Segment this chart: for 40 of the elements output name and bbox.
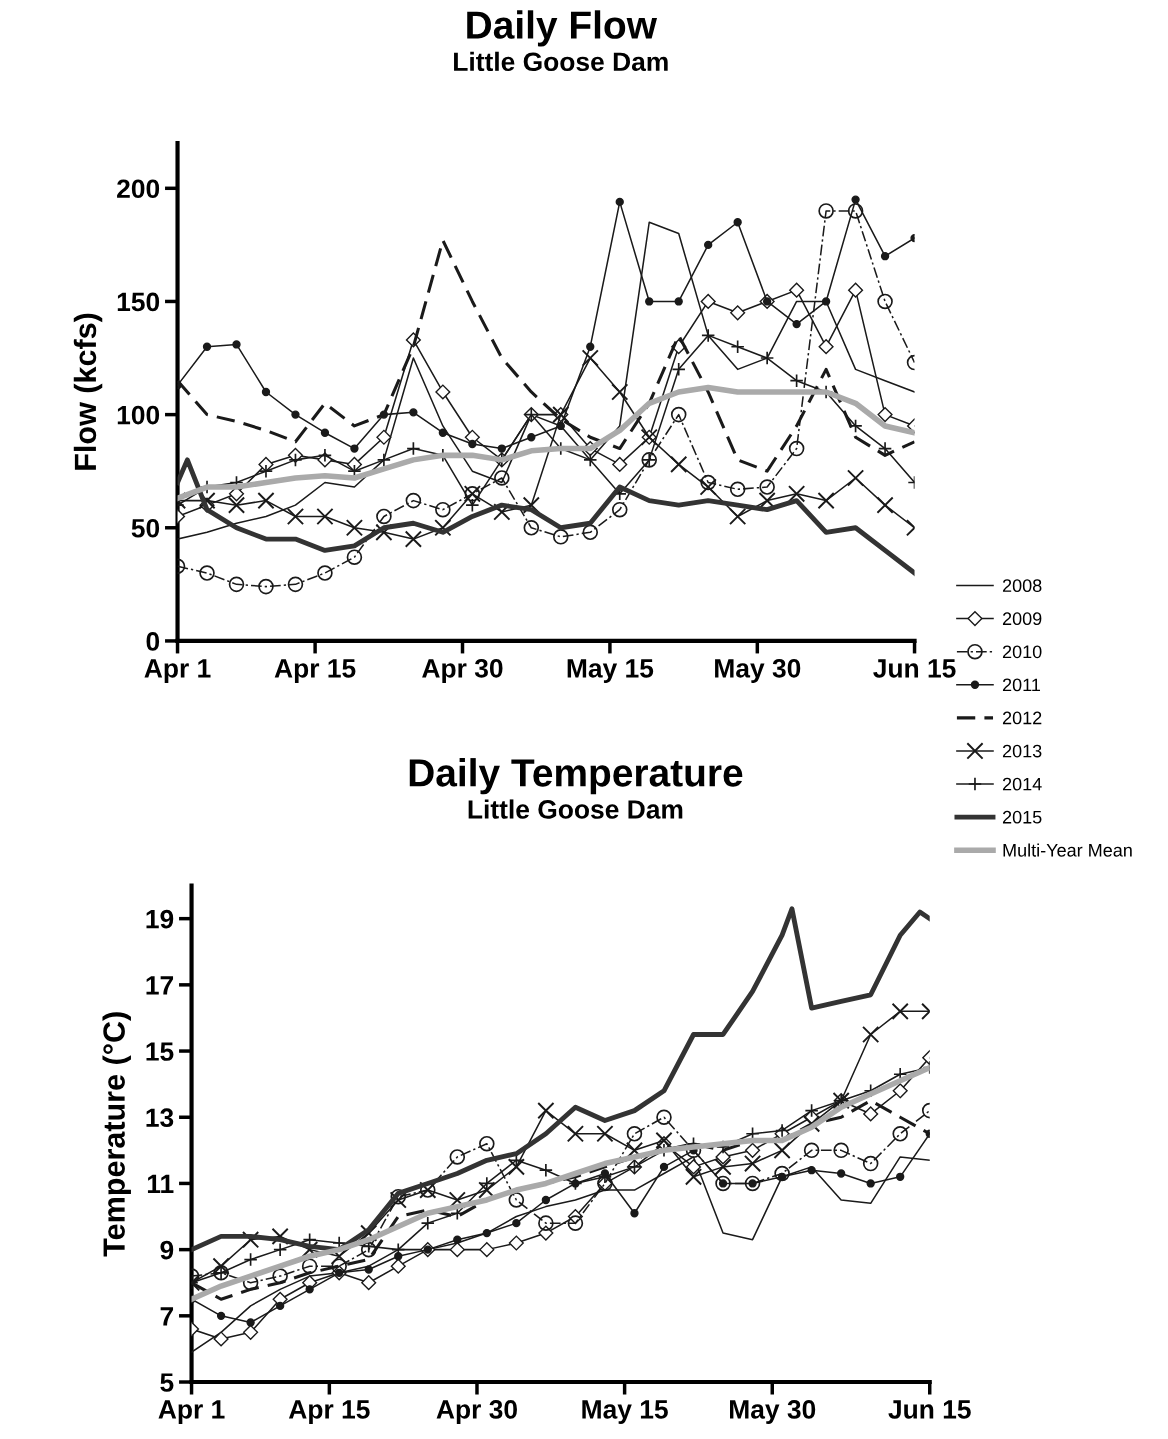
y-tick-label: 11: [147, 1174, 174, 1193]
x-tick-label: Jun 15: [873, 659, 956, 678]
chart-title: Daily Flow: [467, 10, 658, 47]
y-tick-label: 100: [117, 405, 160, 425]
x-tick-label: May 15: [567, 659, 654, 683]
y-axis-title: Temperature (°C): [102, 1012, 131, 1257]
legend-label: 2014: [1002, 777, 1042, 791]
x-tick-label: May 30: [715, 658, 801, 683]
x-tick-label: Apr 15: [274, 659, 356, 683]
y-tick-label: 15: [146, 1042, 174, 1061]
legend-label: 2011: [1002, 678, 1041, 692]
y-tick-label: 150: [117, 292, 160, 312]
x-tick-label: Apr 1: [158, 1400, 225, 1424]
y-axis-title: Flow (kcfs): [73, 313, 103, 470]
legend-label: 2012: [1002, 711, 1042, 725]
x-tick-label: Apr 1: [144, 659, 211, 683]
y-tick-label: 17: [146, 976, 174, 995]
x-tick-label: Jun 15: [888, 1400, 971, 1419]
legend-label: 2009: [1002, 612, 1042, 626]
y-tick-label: 9: [160, 1240, 174, 1260]
legend-label: 2015: [1002, 810, 1042, 824]
x-tick-label: Apr 30: [422, 658, 503, 683]
x-tick-label: Apr 30: [436, 1400, 517, 1424]
legend-label: 2008: [1002, 579, 1042, 593]
chart-subtitle: Little Goose Dam: [454, 51, 668, 72]
y-tick-label: 0: [146, 632, 160, 651]
y-tick-label: 7: [160, 1307, 174, 1326]
y-tick-label: 19: [146, 909, 174, 929]
chart-title: Daily Temperature: [409, 758, 743, 795]
y-tick-label: 5: [160, 1373, 174, 1392]
chart-subtitle: Little Goose Dam: [468, 799, 683, 819]
legend-label: Multi-Year Mean: [1003, 843, 1132, 857]
y-tick-label: 200: [117, 179, 160, 199]
x-tick-label: Apr 15: [288, 1400, 370, 1424]
y-tick-label: 13: [146, 1108, 174, 1128]
y-tick-label: 50: [131, 518, 160, 538]
x-tick-label: May 15: [582, 1400, 668, 1424]
x-tick-label: May 30: [730, 1400, 816, 1424]
legend-label: 2013: [1002, 744, 1042, 758]
legend-label: 2010: [1002, 645, 1042, 659]
